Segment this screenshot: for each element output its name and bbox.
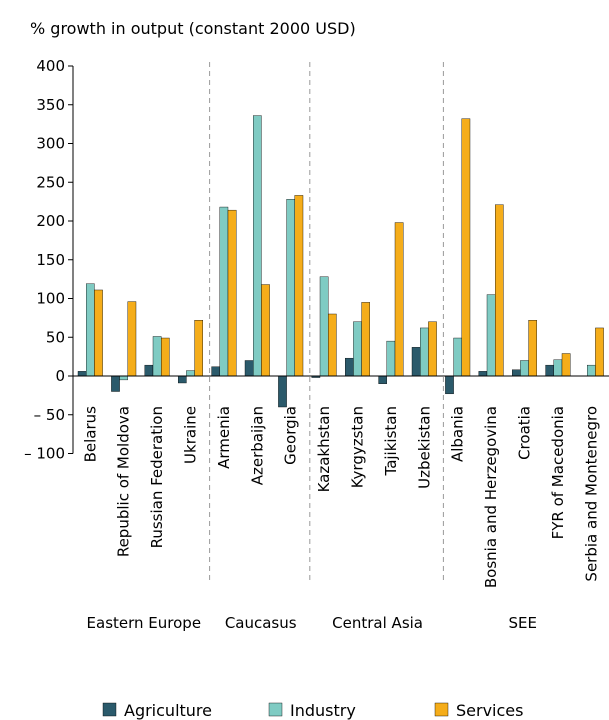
- bar-fyr-of-macedonia-agriculture: [545, 364, 554, 377]
- bar-republic-of-moldova-industry: [119, 375, 128, 381]
- category-label-belarus: Belarus: [81, 406, 99, 463]
- y-tick-label: 250: [36, 173, 65, 191]
- group-label-eastern-europe: Eastern Europe: [87, 614, 202, 632]
- bar-kyrgyzstan-industry: [353, 321, 362, 377]
- group-label-see: SEE: [508, 614, 536, 632]
- bar-georgia-agriculture: [278, 375, 287, 408]
- y-tick-label: 300: [36, 135, 65, 153]
- bar-russian-federation-agriculture: [144, 364, 154, 377]
- category-label-kyrgyzstan: Kyrgyzstan: [349, 406, 367, 488]
- y-tick-label: 350: [36, 96, 65, 114]
- bar-kyrgyzstan-services: [361, 302, 371, 377]
- bar-armenia-industry: [219, 206, 229, 377]
- bar-albania-industry: [453, 337, 463, 377]
- legend-swatch-industry: [268, 702, 283, 717]
- bar-azerbaijan-services: [261, 284, 270, 377]
- category-label-croatia: Croatia: [516, 406, 534, 460]
- y-tick-label: – 100: [24, 445, 65, 463]
- bar-belarus-services: [94, 289, 103, 377]
- bar-tajikistan-services: [394, 222, 404, 377]
- bar-georgia-services: [294, 195, 304, 377]
- bar-croatia-industry: [520, 360, 529, 377]
- y-tick-label: 50: [46, 328, 65, 346]
- chart-title: % growth in output (constant 2000 USD): [30, 19, 356, 38]
- bar-republic-of-moldova-agriculture: [111, 375, 120, 392]
- bar-azerbaijan-agriculture: [244, 360, 254, 377]
- y-tick-label: 100: [36, 290, 65, 308]
- category-label-azerbaijan: Azerbaijan: [248, 406, 266, 485]
- category-label-ukraine: Ukraine: [182, 406, 200, 464]
- bar-bosnia-and-herzegovina-industry: [486, 294, 496, 377]
- category-label-bosnia-and-herzegovina: Bosnia and Herzegovina: [482, 406, 500, 588]
- legend-swatch-agriculture: [102, 702, 117, 717]
- bar-uzbekistan-agriculture: [411, 347, 421, 377]
- bar-republic-of-moldova-services: [127, 301, 137, 377]
- y-tick-label: – 50: [34, 406, 65, 424]
- bar-tajikistan-industry: [386, 340, 396, 377]
- category-label-russian-federation: Russian Federation: [148, 406, 166, 548]
- group-label-central-asia: Central Asia: [332, 614, 423, 632]
- bar-ukraine-services: [194, 320, 204, 377]
- bar-croatia-agriculture: [512, 369, 521, 377]
- category-label-uzbekistan: Uzbekistan: [415, 406, 433, 489]
- bar-serbia-and-montenegro-services: [595, 327, 604, 377]
- bar-kazakhstan-industry: [319, 276, 329, 377]
- category-label-republic-of-moldova: Republic of Moldova: [115, 406, 133, 557]
- y-tick-label: 0: [55, 367, 65, 385]
- bar-kyrgyzstan-agriculture: [345, 357, 354, 377]
- category-label-kazakhstan: Kazakhstan: [315, 406, 333, 492]
- bars: [77, 115, 604, 408]
- bar-ukraine-agriculture: [177, 375, 187, 384]
- bar-tajikistan-agriculture: [378, 375, 388, 384]
- legend-swatch-services: [434, 702, 449, 717]
- category-label-tajikistan: Tajikistan: [382, 406, 400, 476]
- y-tick-label: 150: [36, 251, 65, 269]
- bar-armenia-agriculture: [211, 366, 221, 377]
- category-label-armenia: Armenia: [215, 406, 233, 469]
- category-label-georgia: Georgia: [282, 406, 300, 465]
- bar-belarus-industry: [85, 283, 95, 377]
- category-labels: Belarus Republic of Moldova Russian Federa…: [81, 406, 600, 588]
- group-labels: Eastern Europe Caucasus Central Asia SEE: [87, 614, 537, 632]
- bar-uzbekistan-services: [428, 321, 437, 377]
- group-label-caucasus: Caucasus: [225, 614, 297, 632]
- bar-croatia-services: [528, 320, 537, 377]
- bar-armenia-services: [227, 209, 237, 377]
- bar-fyr-of-macedonia-industry: [553, 359, 563, 377]
- bar-russian-federation-services: [160, 337, 170, 377]
- legend: Agriculture Industry Services: [102, 701, 523, 720]
- bar-fyr-of-macedonia-services: [561, 353, 571, 377]
- bar-russian-federation-industry: [152, 336, 162, 377]
- bar-albania-agriculture: [445, 375, 454, 395]
- bar-azerbaijan-industry: [252, 115, 262, 377]
- bar-belarus-agriculture: [77, 371, 87, 377]
- legend-label-industry: Industry: [290, 701, 356, 720]
- y-tick-label: 200: [36, 212, 65, 230]
- bar-uzbekistan-industry: [420, 327, 429, 377]
- legend-label-services: Services: [456, 701, 523, 720]
- bar-georgia-industry: [286, 199, 296, 377]
- bar-albania-services: [461, 118, 471, 377]
- bar-ukraine-industry: [186, 370, 195, 377]
- category-label-fyr-of-macedonia: FYR of Macedonia: [549, 406, 567, 539]
- y-tick-label: 400: [36, 57, 65, 75]
- y-axis: 400 350 300 250 200 150 100 50 0 – 50 – 100: [24, 57, 609, 463]
- bar-bosnia-and-herzegovina-agriculture: [478, 371, 488, 377]
- bar-kazakhstan-services: [328, 313, 337, 377]
- bar-serbia-and-montenegro-industry: [587, 364, 596, 377]
- category-label-serbia-and-montenegro: Serbia and Montenegro: [582, 406, 600, 582]
- bar-bosnia-and-herzegovina-services: [495, 204, 504, 377]
- category-label-albania: Albania: [449, 406, 467, 462]
- legend-label-agriculture: Agriculture: [124, 701, 212, 720]
